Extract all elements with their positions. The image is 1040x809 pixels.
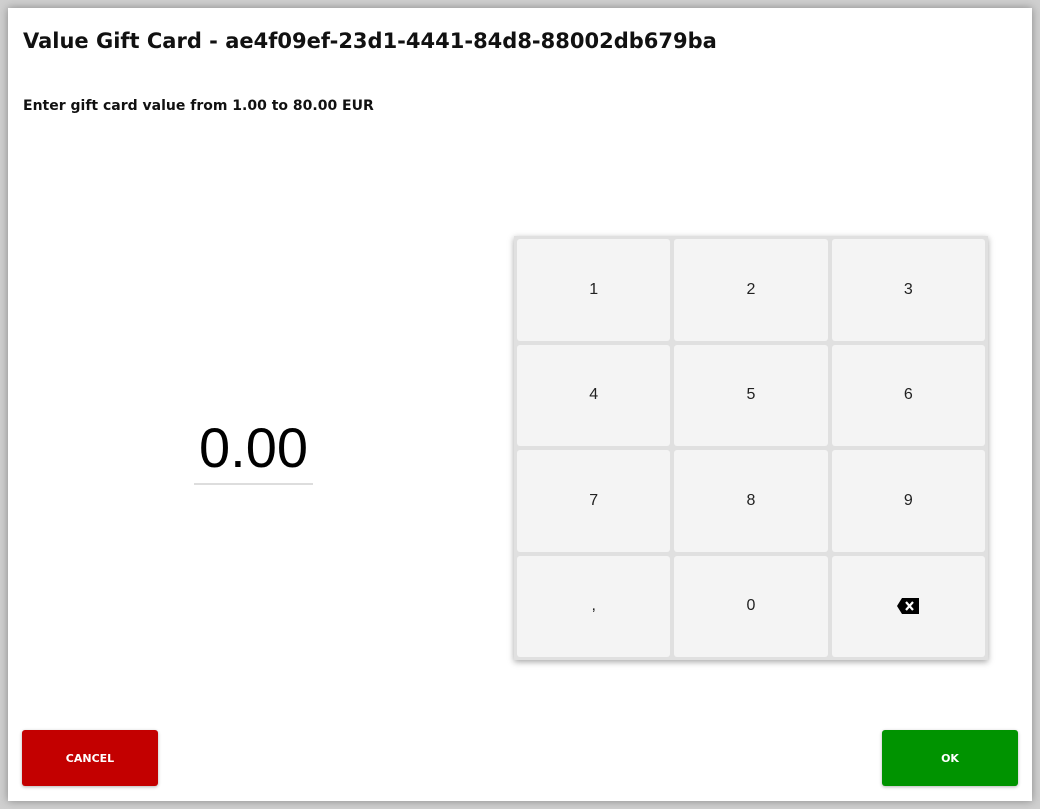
numeric-keypad: 1 2 3 4 5 6 7 8 9 , 0 [514,236,988,660]
dialog-subtitle: Enter gift card value from 1.00 to 80.00… [23,98,374,114]
key-4[interactable]: 4 [517,344,671,446]
key-6[interactable]: 6 [831,344,985,446]
gift-card-dialog: Value Gift Card - ae4f09ef-23d1-4441-84d… [8,8,1032,801]
backspace-icon [897,598,920,615]
key-comma[interactable]: , [517,555,671,657]
key-0[interactable]: 0 [674,555,828,657]
amount-display[interactable]: 0.00 [194,413,313,485]
key-2[interactable]: 2 [674,239,828,341]
ok-button[interactable]: OK [882,730,1018,786]
key-8[interactable]: 8 [674,450,828,552]
key-3[interactable]: 3 [831,239,985,341]
key-5[interactable]: 5 [674,344,828,446]
key-1[interactable]: 1 [517,239,671,341]
cancel-button[interactable]: CANCEL [22,730,158,786]
key-7[interactable]: 7 [517,450,671,552]
key-9[interactable]: 9 [831,450,985,552]
dialog-title: Value Gift Card - ae4f09ef-23d1-4441-84d… [23,29,717,53]
key-backspace[interactable] [831,555,985,657]
